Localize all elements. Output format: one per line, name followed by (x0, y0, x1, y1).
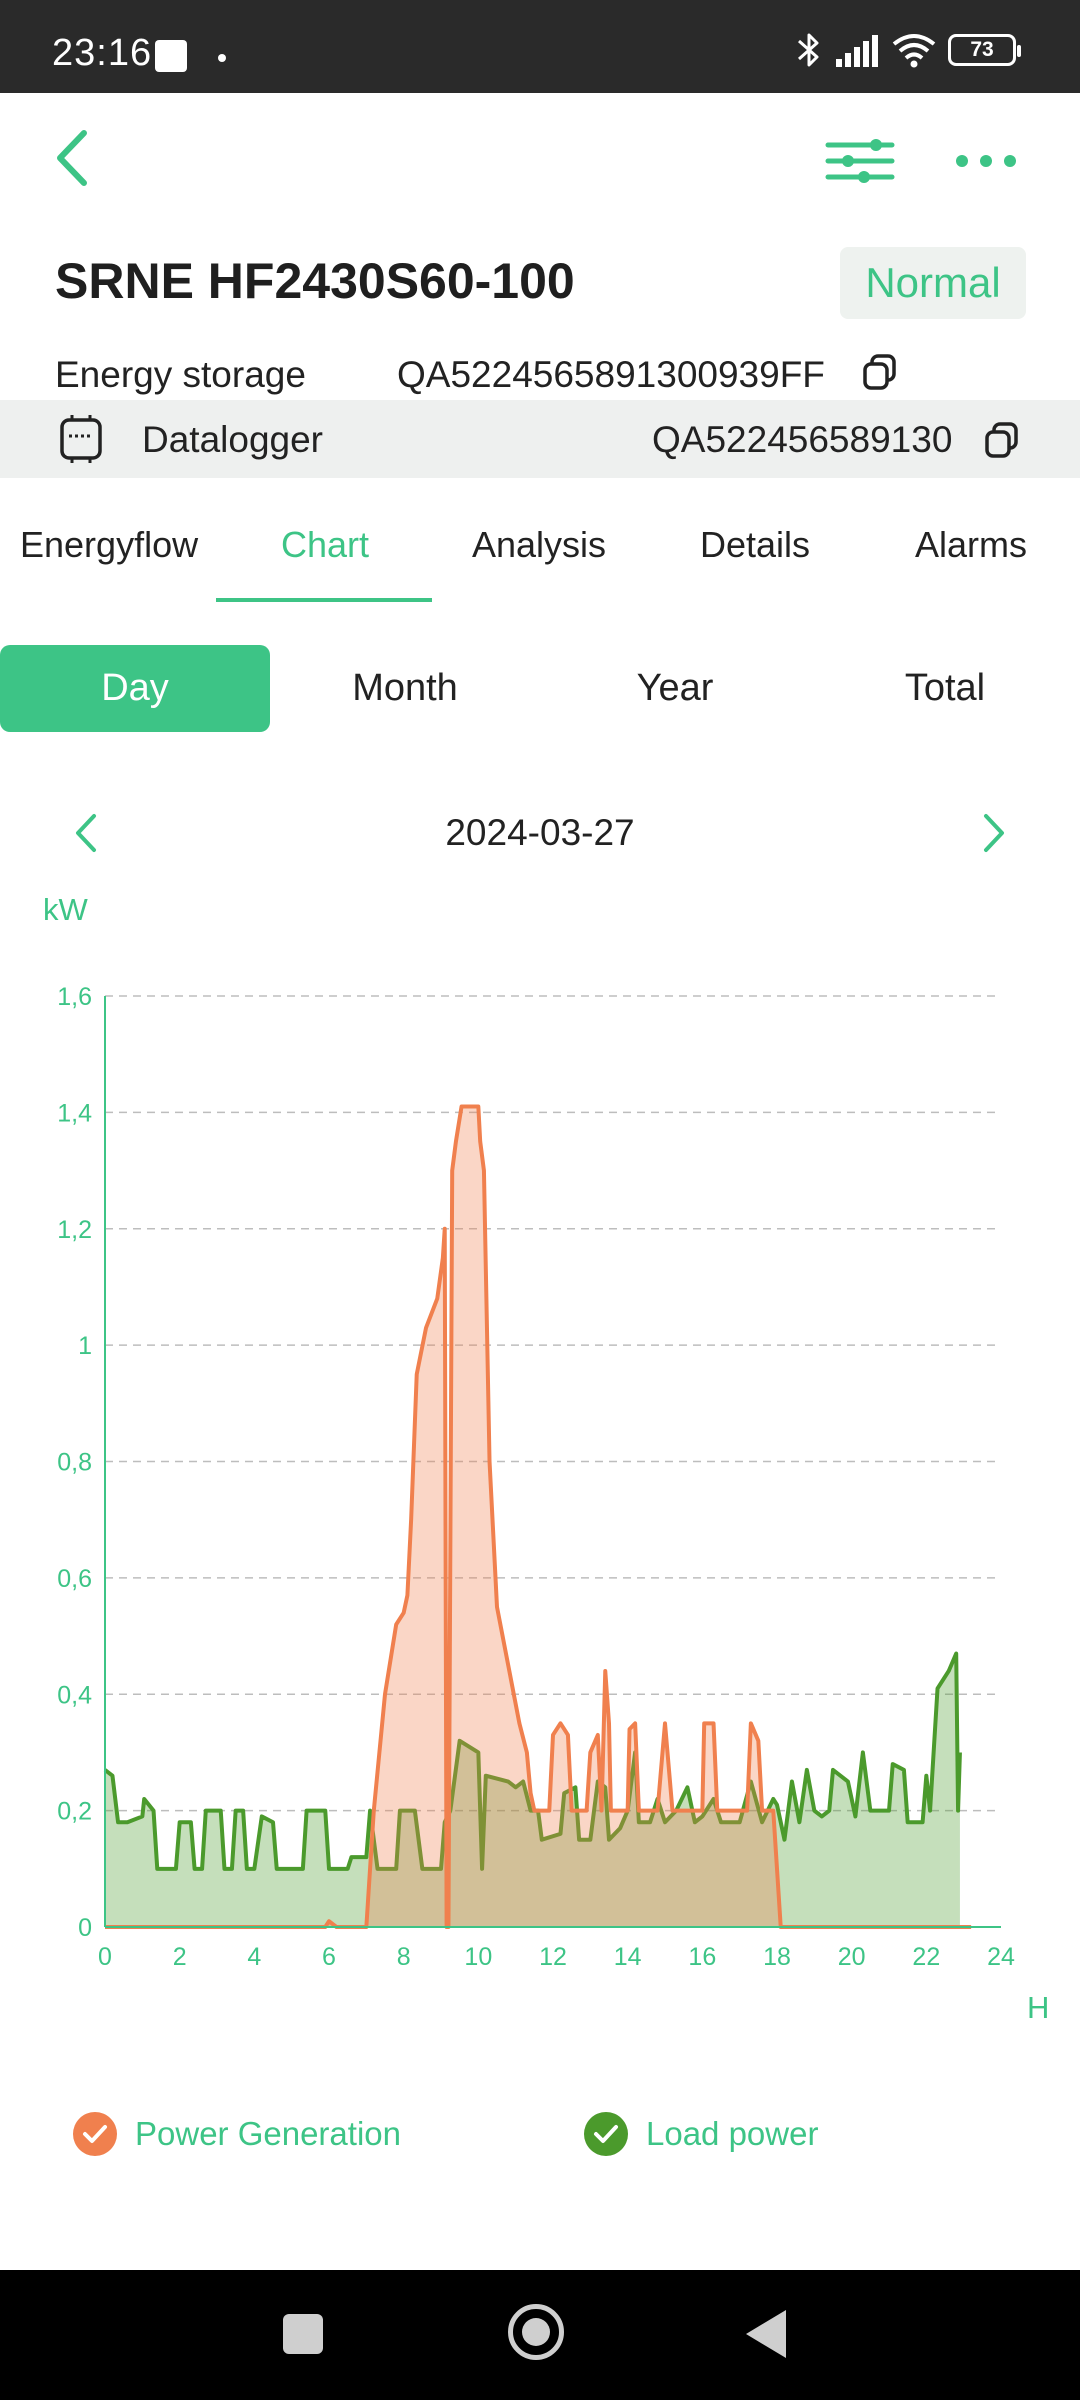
tab-bar: Energyflow Chart Analysis Details Alarms (0, 500, 1080, 605)
x-tick-label: 14 (614, 1943, 642, 1971)
wifi-icon (892, 34, 936, 68)
top-navigation (0, 93, 1080, 223)
legend-label: Power Generation (135, 2115, 401, 2152)
power-generation-line (105, 1104, 972, 1929)
y-tick-label: 1,4 (57, 1099, 92, 1127)
tab-details[interactable]: Details (700, 524, 811, 565)
x-axis-unit: H (1027, 1990, 1050, 2025)
recent-apps-button[interactable] (283, 2314, 323, 2354)
next-date-icon[interactable] (976, 810, 1012, 856)
x-tick-label: 16 (688, 1943, 716, 1971)
device-title: SRNE HF2430S60-100 (55, 253, 575, 309)
x-tick-label: 20 (838, 1943, 866, 1971)
battery-icon: 73 (948, 34, 1021, 66)
signal-icon (836, 35, 878, 67)
tab-chart[interactable]: Chart (281, 524, 370, 565)
period-total-button[interactable]: Total (904, 667, 986, 709)
energy-storage-serial: QA5224565891300939FF (397, 354, 825, 395)
datalogger-icon (60, 415, 102, 463)
y-tick-label: 0,4 (57, 1681, 92, 1709)
datalogger-row: Datalogger QA522456589130 (0, 400, 1080, 478)
clock: 23:16 (52, 32, 153, 74)
copy-icon[interactable] (860, 352, 900, 392)
legend-load-power[interactable]: Load power (584, 2110, 818, 2158)
x-tick-label: 24 (987, 1943, 1015, 1971)
x-tick-label: 6 (322, 1943, 336, 1971)
x-tick-label: 2 (173, 1943, 187, 1971)
selected-date[interactable]: 2024-03-27 (445, 812, 635, 853)
battery-level: 73 (970, 38, 994, 61)
y-tick-label: 0,8 (57, 1449, 92, 1477)
system-navigation-bar (0, 2270, 1080, 2400)
legend-power-generation[interactable]: Power Generation (73, 2110, 401, 2158)
status-bar: 23:16 73 (0, 0, 1080, 93)
legend-label: Load power (646, 2115, 819, 2152)
tab-alarms[interactable]: Alarms (915, 524, 1028, 565)
y-tick-label: 1,2 (57, 1216, 92, 1244)
x-tick-label: 4 (247, 1943, 261, 1971)
y-tick-label: 0 (78, 1914, 92, 1942)
bluetooth-icon (798, 33, 819, 67)
y-tick-label: 1,6 (57, 983, 92, 1011)
x-tick-label: 18 (763, 1943, 791, 1971)
notification-icon (155, 40, 187, 72)
tab-analysis[interactable]: Analysis (472, 524, 607, 565)
y-axis-unit: kW (43, 892, 88, 927)
status-icons: 73 (796, 30, 1021, 70)
x-tick-label: 10 (464, 1943, 492, 1971)
x-tick-label: 22 (912, 1943, 940, 1971)
more-options-icon[interactable] (954, 141, 1018, 181)
period-selector: Day Month Year Total (0, 645, 1080, 732)
period-day-button[interactable]: Day (0, 645, 270, 732)
check-circle-icon (584, 2112, 628, 2156)
y-tick-label: 1 (78, 1332, 92, 1360)
y-tick-label: 0,2 (57, 1798, 92, 1826)
copy-icon[interactable] (982, 420, 1022, 460)
x-tick-label: 0 (98, 1943, 112, 1971)
tab-energyflow[interactable]: Energyflow (20, 524, 199, 565)
period-year-button[interactable]: Year (636, 667, 714, 709)
datalogger-serial: QA522456589130 (652, 419, 953, 460)
datalogger-label: Datalogger (142, 419, 324, 460)
energy-storage-row: Energy storage QA5224565891300939FF (55, 350, 1035, 400)
filter-settings-icon[interactable] (824, 131, 896, 191)
x-tick-label: 8 (397, 1943, 411, 1971)
active-tab-indicator (216, 598, 432, 602)
date-navigator: 2024-03-27 (0, 800, 1080, 866)
notification-dot-icon (218, 54, 226, 62)
check-circle-icon (73, 2112, 117, 2156)
x-tick-label: 12 (539, 1943, 567, 1971)
load-power-line (103, 1651, 962, 1871)
power-chart: 00,20,40,60,811,21,41,60 2 4 6 8 10 12 14 16 18 20… (57, 983, 1015, 1971)
period-month-button[interactable]: Month (352, 667, 458, 709)
y-tick-label: 0,6 (57, 1565, 92, 1593)
back-icon[interactable] (48, 123, 98, 193)
status-badge: Normal (840, 247, 1026, 319)
system-back-button[interactable] (746, 2310, 786, 2358)
home-button[interactable] (508, 2304, 564, 2360)
previous-date-icon[interactable] (68, 810, 104, 856)
load-power-area (105, 1653, 960, 1927)
energy-storage-label: Energy storage (55, 354, 306, 395)
